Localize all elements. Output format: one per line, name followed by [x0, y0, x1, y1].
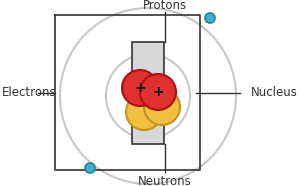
- Text: Neutrons: Neutrons: [138, 175, 192, 186]
- Text: Nucleus: Nucleus: [251, 86, 298, 100]
- Circle shape: [126, 94, 162, 130]
- Bar: [132, 42, 164, 144]
- Text: Protons: Protons: [143, 0, 187, 12]
- Text: Electrons: Electrons: [2, 86, 57, 100]
- Circle shape: [85, 163, 95, 173]
- Circle shape: [205, 13, 215, 23]
- Circle shape: [140, 74, 176, 110]
- Text: +: +: [134, 81, 146, 95]
- Circle shape: [122, 70, 158, 106]
- Circle shape: [144, 89, 180, 125]
- Text: +: +: [152, 85, 164, 99]
